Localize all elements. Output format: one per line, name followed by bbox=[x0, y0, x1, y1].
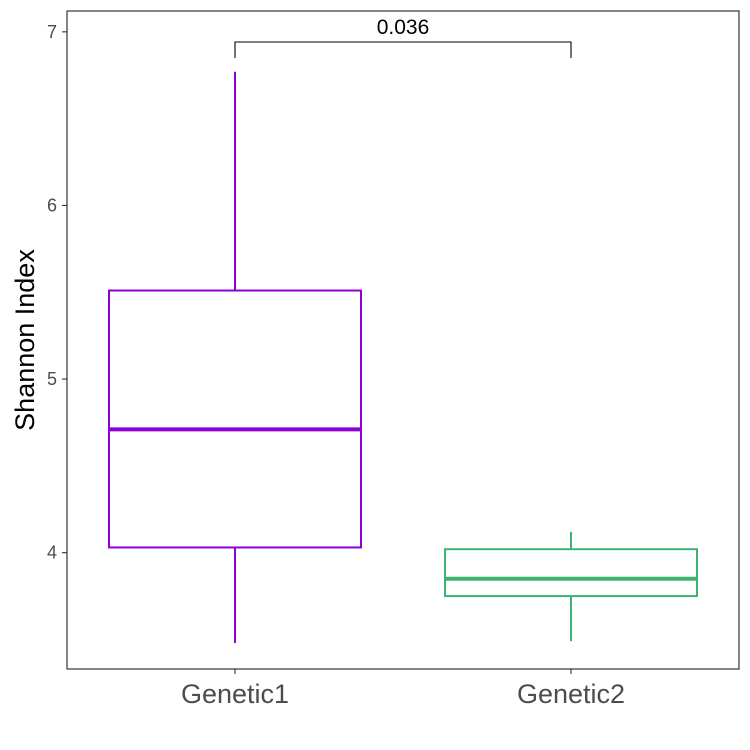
x-tick-label: Genetic2 bbox=[517, 679, 625, 709]
y-tick-label: 7 bbox=[47, 22, 57, 42]
y-axis-title: Shannon Index bbox=[10, 249, 40, 431]
y-axis-ticks: 4 5 6 7 bbox=[47, 22, 67, 563]
y-tick-label: 4 bbox=[47, 543, 57, 563]
y-tick-label: 5 bbox=[47, 369, 57, 389]
x-axis-ticks: Genetic1 Genetic2 bbox=[181, 669, 625, 709]
x-tick-label: Genetic1 bbox=[181, 679, 289, 709]
annotations-layer: 0.036 bbox=[234, 16, 572, 58]
y-tick-label: 6 bbox=[47, 195, 57, 215]
box-body bbox=[108, 289, 362, 549]
significance-bracket bbox=[234, 41, 572, 58]
boxes-layer bbox=[108, 71, 698, 643]
box-body bbox=[444, 548, 698, 598]
p-value-label: 0.036 bbox=[377, 16, 430, 39]
